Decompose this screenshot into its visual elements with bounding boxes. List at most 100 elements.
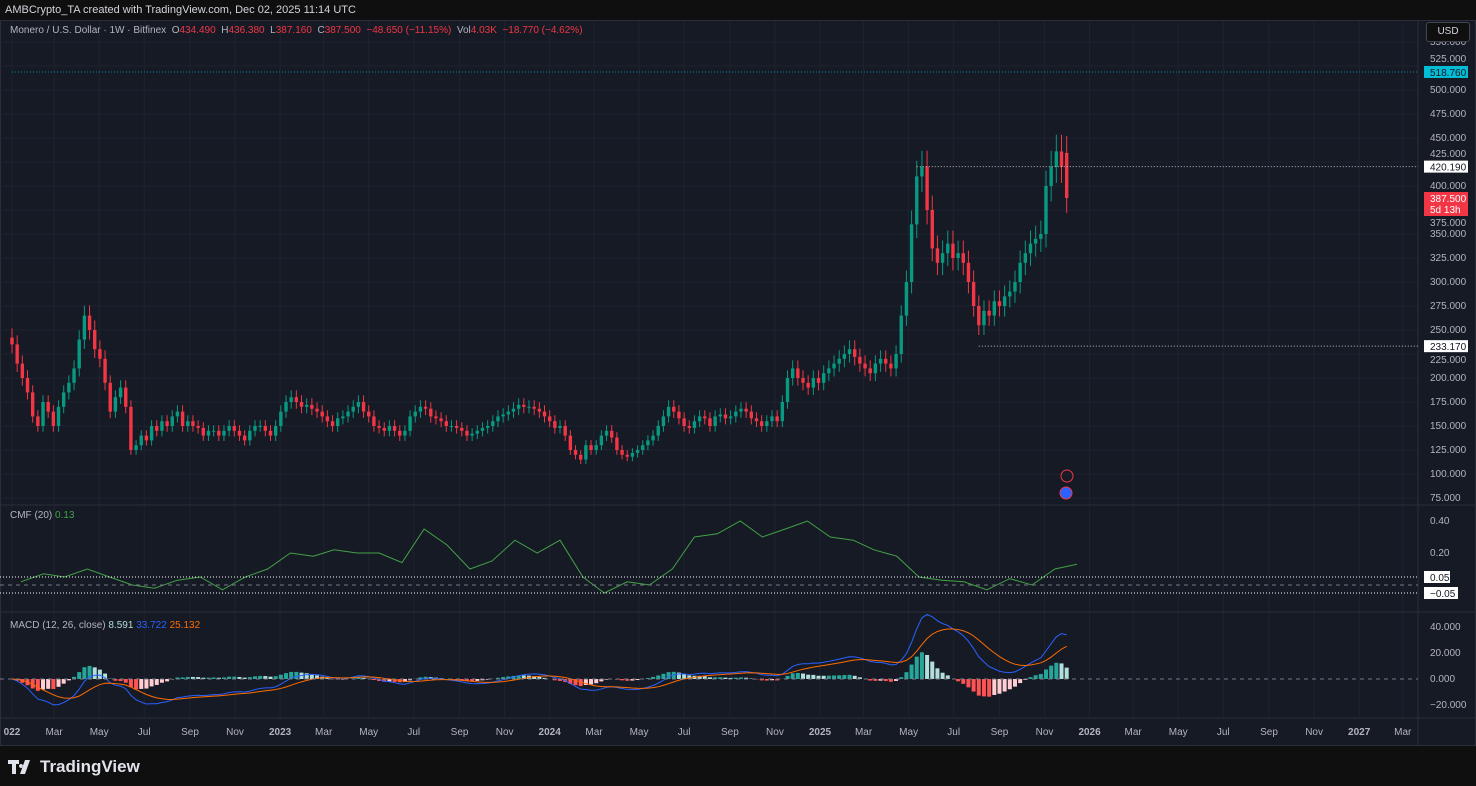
macd-histogram-bar: [294, 671, 299, 679]
macd-histogram-bar: [128, 679, 133, 688]
time-tick: 2025: [809, 727, 832, 738]
candle-body: [1059, 151, 1064, 167]
candle-body: [454, 426, 459, 428]
candle-body: [568, 435, 573, 450]
macd-histogram-bar: [149, 679, 154, 687]
candle-body: [542, 411, 547, 417]
candle-body: [56, 406, 61, 426]
macd-histogram-bar: [728, 677, 733, 679]
macd-histogram-bar: [676, 672, 681, 679]
candle-body: [692, 421, 697, 428]
candle-body: [1064, 152, 1069, 198]
macd-histogram-bar: [480, 679, 485, 681]
open-label: O: [171, 25, 180, 36]
macd-histogram-bar: [558, 679, 563, 681]
time-tick: May: [899, 727, 918, 738]
time-tick: May: [90, 727, 109, 738]
candle-body: [889, 363, 893, 369]
candle-body: [672, 406, 676, 412]
time-tick: Jul: [1217, 727, 1230, 738]
macd-histogram-bar: [475, 679, 480, 681]
macd-histogram-bar: [165, 679, 170, 682]
candle-body: [46, 402, 50, 412]
macd-histogram-bar: [899, 677, 904, 679]
macd-histogram-bar: [852, 675, 857, 679]
last-price-badge: [1424, 192, 1468, 216]
cmf-level-bg: [1424, 571, 1450, 583]
candle-body: [67, 382, 71, 393]
symbol-name[interactable]: Monero / U.S. Dollar · 1W · Bitfinex: [10, 25, 167, 36]
candle-body: [558, 426, 562, 428]
macd-histogram-bar: [118, 679, 123, 682]
candle-body: [785, 378, 790, 402]
candle-body: [842, 354, 847, 359]
candle-body: [915, 176, 919, 225]
tradingview-logo[interactable]: TradingView: [8, 757, 140, 777]
macd-histogram-bar: [956, 679, 961, 682]
macd-histogram-bar: [309, 674, 314, 679]
price-tick: 150.000: [1430, 421, 1467, 432]
price-tick: 275.000: [1430, 301, 1467, 312]
candle-body: [232, 426, 237, 431]
macd-histogram-bar: [485, 679, 490, 680]
candle-body: [728, 416, 733, 419]
candle-body: [330, 421, 335, 426]
candle-body: [796, 368, 800, 378]
candle-body: [242, 435, 247, 441]
candle-body: [982, 310, 986, 326]
candle-body: [987, 310, 991, 316]
candle-body: [475, 430, 479, 434]
macd-histogram-bar: [795, 672, 800, 679]
event-icon: [1060, 469, 1074, 483]
price-tick: 75.000: [1430, 493, 1461, 504]
candle-body: [139, 435, 143, 446]
time-tick: Sep: [181, 727, 199, 738]
candle-body: [434, 416, 438, 419]
candle-body: [594, 445, 598, 450]
header-credit: AMBCrypto_TA created with TradingView.co…: [5, 4, 356, 16]
currency-button[interactable]: USD: [1426, 22, 1470, 42]
macd-histogram-bar: [284, 673, 289, 679]
candle-body: [160, 421, 164, 431]
candle-body: [356, 402, 361, 407]
macd-histogram-bar: [992, 679, 997, 695]
macd-histogram-bar: [139, 679, 144, 689]
candle-body: [372, 416, 376, 426]
candle-body: [884, 358, 888, 364]
macd-histogram-bar: [35, 679, 40, 691]
candle-body: [387, 426, 392, 431]
cmf-legend[interactable]: CMF (20) 0.13: [10, 510, 74, 521]
macd-histogram-bar: [392, 679, 397, 682]
time-tick: Jul: [678, 727, 691, 738]
macd-histogram-bar: [661, 673, 666, 679]
time-tick: 2026: [1078, 727, 1101, 738]
candle-body: [336, 418, 340, 426]
macd-histogram-bar: [542, 677, 547, 679]
macd-histogram-bar: [227, 676, 232, 679]
time-tick: Sep: [451, 727, 469, 738]
macd-histogram-bar: [888, 679, 893, 682]
time-tick: May: [359, 727, 378, 738]
price-tick: 500.000: [1430, 85, 1467, 96]
macd-histogram-bar: [41, 679, 46, 690]
macd-histogram-bar: [258, 675, 263, 679]
macd-histogram-bar: [930, 661, 935, 679]
candle-body: [351, 406, 355, 412]
candle-body: [744, 408, 748, 412]
candle-body: [180, 411, 185, 426]
macd-legend[interactable]: MACD (12, 26, close) 8.591 33.722 25.132: [10, 620, 200, 631]
low-value: 387.160: [275, 25, 312, 36]
macd-histogram-bar: [289, 671, 294, 679]
candle-body: [413, 411, 417, 417]
macd-histogram-bar: [785, 675, 790, 679]
macd-histogram-bar: [185, 676, 190, 679]
candle-body: [770, 416, 774, 422]
macd-histogram-bar: [806, 674, 811, 679]
macd-histogram-bar: [697, 675, 702, 679]
candle-body: [273, 426, 278, 436]
macd-histogram-bar: [123, 679, 128, 683]
candle-body: [858, 356, 862, 364]
macd-histogram-bar: [723, 677, 728, 679]
macd-histogram-bar: [961, 679, 966, 684]
